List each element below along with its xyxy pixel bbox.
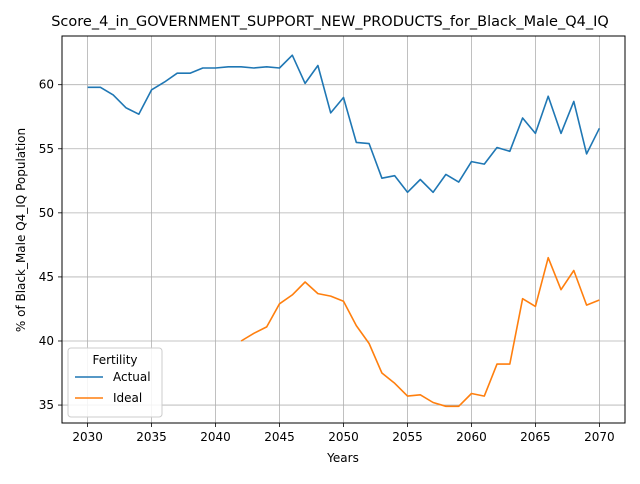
x-tick-label: 2070	[584, 430, 615, 444]
y-axis-ticks: 35 40 45 50 55 60	[39, 78, 62, 412]
series-lines	[87, 54, 601, 408]
y-axis-label: % of Black_Male Q4_IQ Population	[14, 128, 28, 332]
x-tick-label: 2030	[72, 430, 103, 444]
series-line-actual	[87, 54, 601, 194]
x-tick-label: 2065	[520, 430, 551, 444]
legend-box	[67, 347, 163, 418]
x-tick-label: 2035	[136, 430, 167, 444]
series-line-ideal	[240, 256, 600, 408]
x-tick-label: 2060	[456, 430, 487, 444]
legend-label-ideal: Ideal	[113, 391, 142, 405]
y-tick-label: 40	[39, 334, 54, 348]
x-tick-label: 2040	[200, 430, 231, 444]
legend-label-actual: Actual	[113, 370, 151, 384]
y-tick-label: 35	[39, 398, 54, 412]
x-tick-label: 2045	[264, 430, 295, 444]
x-axis-label: Years	[326, 451, 359, 465]
chart-title: Score_4_in_GOVERNMENT_SUPPORT_NEW_PRODUC…	[51, 14, 609, 30]
y-tick-label: 60	[39, 78, 54, 92]
y-tick-label: 55	[39, 142, 54, 156]
x-axis-ticks: 2030 2035 2040 2045 2050 2055 2060 2065 2070	[72, 423, 615, 444]
y-tick-label: 45	[39, 270, 54, 284]
x-tick-label: 2055	[392, 430, 423, 444]
legend: Fertility Actual Ideal	[67, 347, 163, 418]
legend-title: Fertility	[92, 353, 137, 367]
grid	[62, 36, 625, 423]
x-tick-label: 2050	[328, 430, 359, 444]
y-tick-label: 50	[39, 206, 54, 220]
